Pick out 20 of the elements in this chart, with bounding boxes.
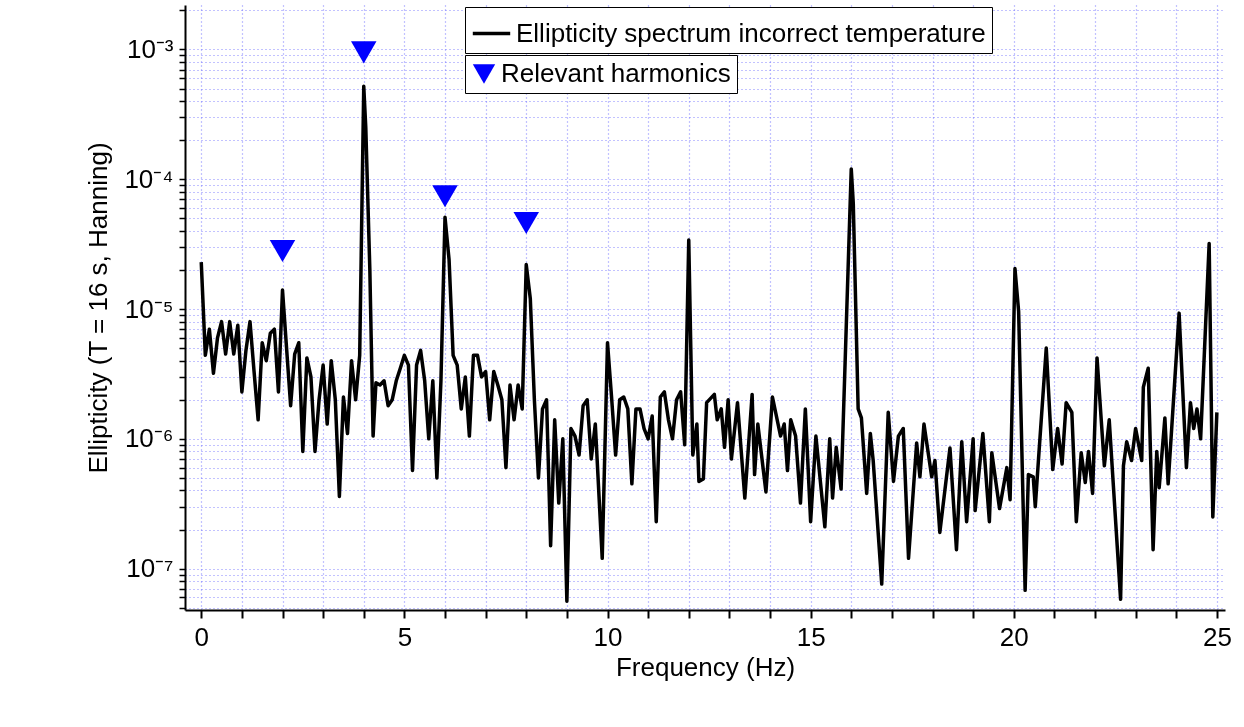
x-tick-label: 5	[397, 621, 413, 652]
y-tick-label: 10⁻⁴	[124, 163, 174, 194]
x-tick-label: 20	[999, 621, 1029, 652]
line-series	[199, 84, 1219, 604]
point	[269, 239, 296, 263]
point	[432, 185, 458, 208]
x-axis-title: Frequency (Hz)	[615, 651, 796, 682]
x-tick-label: 25	[1202, 621, 1232, 652]
legend-label: Relevant harmonics	[501, 58, 731, 88]
x-tick-label: 10	[593, 621, 623, 652]
y-tick-label: 10⁻⁵	[124, 293, 174, 324]
y-tick-label: 10⁻³	[126, 33, 174, 64]
point	[351, 41, 377, 64]
y-tick-label: 10⁻⁷	[126, 553, 174, 584]
legend-label: Ellipticity spectrum incorrect temperature	[516, 17, 986, 48]
y-axis-title: Ellipticity (T = 16 s, Hanning)	[83, 142, 114, 474]
x-tick-label: 15	[796, 621, 826, 652]
point	[513, 211, 539, 235]
x-tick-label: 0	[194, 621, 209, 652]
y-tick-label: 10⁻⁶	[124, 423, 174, 454]
